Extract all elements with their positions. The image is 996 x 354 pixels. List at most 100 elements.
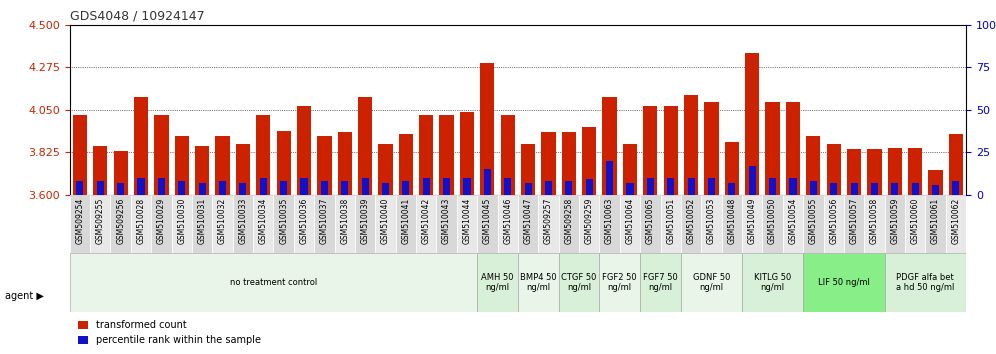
Bar	[439, 115, 454, 195]
Bar	[236, 144, 250, 195]
Text: GDNF 50
ng/ml: GDNF 50 ng/ml	[693, 273, 730, 292]
Bar	[378, 144, 392, 195]
Text: GSM510039: GSM510039	[361, 198, 370, 244]
Bar	[419, 115, 433, 195]
Bar	[911, 183, 918, 195]
Text: GSM510048: GSM510048	[727, 198, 736, 244]
Bar	[422, 178, 430, 195]
Bar	[239, 183, 246, 195]
Bar	[521, 144, 535, 195]
FancyBboxPatch shape	[579, 195, 600, 253]
Bar	[851, 183, 858, 195]
Bar	[73, 115, 87, 195]
Bar	[684, 95, 698, 195]
Bar	[484, 169, 491, 195]
FancyBboxPatch shape	[518, 195, 538, 253]
Bar	[606, 161, 614, 195]
Bar	[443, 178, 450, 195]
Text: GSM510035: GSM510035	[279, 198, 288, 244]
Bar	[480, 63, 494, 195]
Text: GSM509257: GSM509257	[544, 198, 553, 244]
Text: PDGF alfa bet
a hd 50 ng/ml: PDGF alfa bet a hd 50 ng/ml	[896, 273, 954, 292]
Bar	[542, 132, 556, 195]
FancyBboxPatch shape	[212, 195, 233, 253]
Bar	[952, 181, 959, 195]
FancyBboxPatch shape	[620, 195, 640, 253]
Bar	[94, 145, 108, 195]
FancyBboxPatch shape	[640, 253, 681, 312]
FancyBboxPatch shape	[518, 253, 559, 312]
Text: GSM510040: GSM510040	[381, 198, 390, 244]
FancyBboxPatch shape	[640, 195, 660, 253]
Text: GSM509255: GSM509255	[96, 198, 105, 244]
FancyBboxPatch shape	[722, 195, 742, 253]
Bar	[545, 181, 552, 195]
FancyBboxPatch shape	[130, 195, 151, 253]
Bar	[321, 181, 328, 195]
FancyBboxPatch shape	[436, 195, 457, 253]
Bar	[178, 181, 185, 195]
Bar	[830, 183, 838, 195]
FancyBboxPatch shape	[477, 195, 498, 253]
FancyBboxPatch shape	[946, 195, 966, 253]
FancyBboxPatch shape	[742, 253, 803, 312]
FancyBboxPatch shape	[375, 195, 395, 253]
Bar	[626, 183, 633, 195]
Legend: transformed count, percentile rank within the sample: transformed count, percentile rank withi…	[75, 316, 265, 349]
Bar	[847, 149, 862, 195]
FancyBboxPatch shape	[884, 253, 966, 312]
Bar	[195, 145, 209, 195]
Bar	[728, 183, 735, 195]
Bar	[215, 136, 230, 195]
Text: GSM510047: GSM510047	[524, 198, 533, 244]
Text: GSM510036: GSM510036	[300, 198, 309, 244]
Bar	[362, 178, 369, 195]
Text: GSM510049: GSM510049	[748, 198, 757, 244]
Bar	[504, 178, 511, 195]
Bar	[566, 181, 573, 195]
Text: AMH 50
ng/ml: AMH 50 ng/ml	[481, 273, 514, 292]
Bar	[338, 132, 352, 195]
Bar	[663, 106, 678, 195]
FancyBboxPatch shape	[253, 195, 274, 253]
Bar	[749, 166, 756, 195]
FancyBboxPatch shape	[925, 195, 946, 253]
FancyBboxPatch shape	[600, 253, 640, 312]
FancyBboxPatch shape	[70, 195, 90, 253]
FancyBboxPatch shape	[416, 195, 436, 253]
Bar	[260, 178, 267, 195]
Bar	[667, 178, 674, 195]
Text: GSM510030: GSM510030	[177, 198, 186, 244]
Text: CTGF 50
ng/ml: CTGF 50 ng/ml	[562, 273, 597, 292]
Bar	[646, 178, 654, 195]
FancyBboxPatch shape	[90, 195, 111, 253]
FancyBboxPatch shape	[905, 195, 925, 253]
Text: GSM510046: GSM510046	[503, 198, 512, 244]
Text: GSM510042: GSM510042	[421, 198, 430, 244]
Bar	[381, 183, 389, 195]
Bar	[277, 131, 291, 195]
Text: GSM510062: GSM510062	[951, 198, 960, 244]
Bar	[827, 144, 841, 195]
Text: FGF7 50
ng/ml: FGF7 50 ng/ml	[643, 273, 678, 292]
Text: BMP4 50
ng/ml: BMP4 50 ng/ml	[520, 273, 557, 292]
Text: GSM510032: GSM510032	[218, 198, 227, 244]
Bar	[586, 179, 593, 195]
Text: GSM510064: GSM510064	[625, 198, 634, 244]
FancyBboxPatch shape	[660, 195, 681, 253]
Text: GSM510054: GSM510054	[789, 198, 798, 244]
Bar	[398, 134, 413, 195]
FancyBboxPatch shape	[742, 195, 762, 253]
Bar	[198, 183, 206, 195]
Bar	[868, 149, 881, 195]
Text: GSM510031: GSM510031	[197, 198, 206, 244]
Text: GSM510041: GSM510041	[401, 198, 410, 244]
Text: LIF 50 ng/ml: LIF 50 ng/ml	[818, 278, 870, 287]
FancyBboxPatch shape	[274, 195, 294, 253]
Bar	[806, 136, 821, 195]
FancyBboxPatch shape	[457, 195, 477, 253]
Bar	[790, 178, 797, 195]
Bar	[908, 148, 922, 195]
Text: GSM510033: GSM510033	[238, 198, 247, 244]
Text: GSM510063: GSM510063	[606, 198, 615, 244]
